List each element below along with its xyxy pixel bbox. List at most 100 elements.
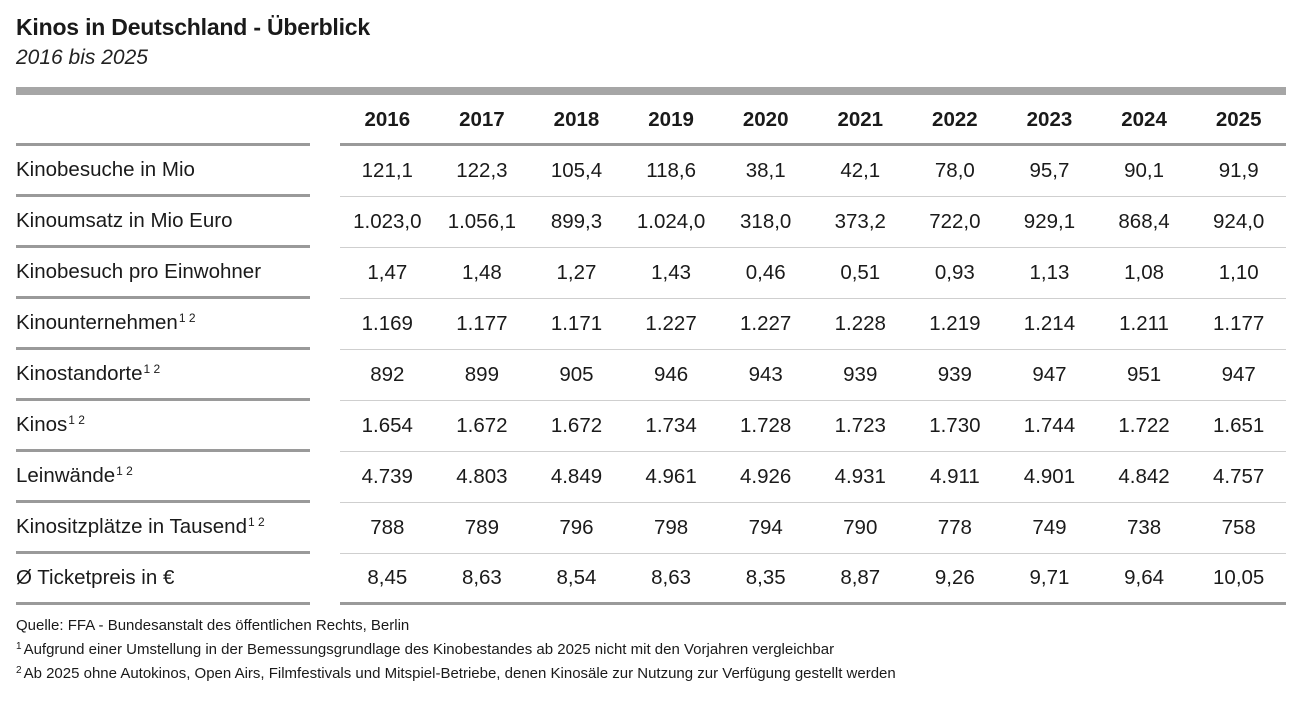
table-cell: 1,10	[1191, 248, 1286, 299]
table-cell: 4.911	[907, 452, 1003, 503]
column-header-2016: 2016	[340, 97, 435, 146]
table-cell: 38,1	[718, 146, 813, 197]
table-cell: 0,46	[718, 248, 813, 299]
table-cell: 738	[1096, 503, 1192, 554]
table-cell: 8,54	[529, 554, 624, 605]
table-cell: 8,35	[718, 554, 813, 605]
column-header-2017: 2017	[434, 97, 530, 146]
row-label: Kinostandorte1 2	[16, 350, 310, 401]
table-row: Kinobesuch pro Einwohner 1,47 1,48 1,27 1,43…	[16, 248, 1286, 299]
column-header-2022: 2022	[907, 97, 1003, 146]
table-cell: 122,3	[434, 146, 530, 197]
table-cell: 8,45	[340, 554, 435, 605]
column-header-2019: 2019	[623, 97, 719, 146]
table-cell: 1,47	[340, 248, 435, 299]
table-cell: 943	[718, 350, 813, 401]
data-table: 2016 2017 2018 2019 2020 2021 2022 2023 2024 2025…	[16, 97, 1286, 605]
table-cell: 868,4	[1096, 197, 1192, 248]
table-cell: 1.654	[340, 401, 435, 452]
table-cell: 1.056,1	[434, 197, 530, 248]
table-cell: 1.211	[1096, 299, 1192, 350]
row-label: Kinositzplätze in Tausend1 2	[16, 503, 310, 554]
row-label: Ø Ticketpreis in €	[16, 554, 310, 605]
table-cell: 1,08	[1096, 248, 1192, 299]
table-cell: 1.023,0	[340, 197, 435, 248]
table-cell: 924,0	[1191, 197, 1286, 248]
row-label-text: Kinobesuch pro Einwohner	[16, 260, 262, 283]
table-cell: 1.651	[1191, 401, 1286, 452]
table-cell: 929,1	[1002, 197, 1097, 248]
table-cell: 4.803	[434, 452, 530, 503]
table-cell: 105,4	[529, 146, 624, 197]
chart-subtitle: 2016 bis 2025	[16, 46, 148, 69]
table-cell: 8,87	[812, 554, 908, 605]
table-cell: 0,93	[907, 248, 1003, 299]
column-header-2020: 2020	[718, 97, 813, 146]
table-cell: 1.214	[1002, 299, 1097, 350]
table-cell: 1.171	[529, 299, 624, 350]
table-cell: 1.219	[907, 299, 1003, 350]
table-cell: 4.757	[1191, 452, 1286, 503]
table-row: Kinounternehmen1 2 1.169 1.177 1.171 1.227 1.…	[16, 299, 1286, 350]
row-label-header	[16, 97, 310, 146]
table-cell: 9,71	[1002, 554, 1097, 605]
table-cell: 1.730	[907, 401, 1003, 452]
footnote-1-text: Aufgrund einer Umstellung in der Bemessu…	[23, 641, 835, 658]
source-note: Quelle: FFA - Bundesanstalt des öffentli…	[16, 617, 410, 634]
table-cell: 78,0	[907, 146, 1003, 197]
row-label-text: Leinwände	[16, 464, 116, 487]
row-label-text: Kinobesuche in Mio	[16, 158, 195, 181]
table-cell: 939	[812, 350, 908, 401]
row-label: Kinobesuch pro Einwohner	[16, 248, 310, 299]
table-cell: 1,13	[1002, 248, 1097, 299]
table-cell: 1,27	[529, 248, 624, 299]
table-cell: 1.024,0	[623, 197, 719, 248]
table-cell: 899,3	[529, 197, 624, 248]
footnote-2-mark: 2	[16, 665, 22, 676]
footnote-marker: 1 2	[247, 515, 265, 529]
table-cell: 8,63	[623, 554, 719, 605]
table-cell: 4.842	[1096, 452, 1192, 503]
footnote-2: 2 Ab 2025 ohne Autokinos, Open Airs, Film…	[16, 660, 896, 684]
table-cell: 95,7	[1002, 146, 1097, 197]
table-row: Kinostandorte1 2 892 899 905 946 943 939 939 947…	[16, 350, 1286, 401]
chart-title: Kinos in Deutschland - Überblick	[16, 14, 370, 40]
gap-cell	[310, 146, 340, 197]
table-cell: 373,2	[812, 197, 908, 248]
column-header-2025: 2025	[1191, 97, 1286, 146]
table-row: Ø Ticketpreis in €8,45 8,63 8,54 8,63 8,35 8,…	[16, 554, 1286, 605]
table-cell: 9,64	[1096, 554, 1192, 605]
footnote-2-text: Ab 2025 ohne Autokinos, Open Airs, Filmf…	[23, 665, 896, 682]
gap-cell	[310, 248, 340, 299]
table-cell: 4.849	[529, 452, 624, 503]
column-header-2024: 2024	[1096, 97, 1192, 146]
table-cell: 749	[1002, 503, 1097, 554]
table-cell: 758	[1191, 503, 1286, 554]
table-body: Kinobesuche in Mio 121,1 122,3 105,4 118,6 38…	[16, 146, 1286, 605]
row-label: Kinobesuche in Mio	[16, 146, 310, 197]
table-cell: 789	[434, 503, 530, 554]
table-cell: 1.672	[434, 401, 530, 452]
table-cell: 1.227	[718, 299, 813, 350]
table-cell: 121,1	[340, 146, 435, 197]
table-cell: 90,1	[1096, 146, 1192, 197]
footnote-1: 1 Aufgrund einer Umstellung in der Bemess…	[16, 636, 896, 660]
table-cell: 892	[340, 350, 435, 401]
table-cell: 788	[340, 503, 435, 554]
footnote-1-mark: 1	[16, 641, 22, 652]
footnote-marker: 1 2	[143, 362, 161, 376]
table-cell: 1.734	[623, 401, 719, 452]
table-cell: 8,63	[434, 554, 530, 605]
table-row: Kinos1 2 1.654 1.672 1.672 1.734 1.728 1.723 1.…	[16, 401, 1286, 452]
table-cell: 947	[1191, 350, 1286, 401]
gap-cell	[310, 554, 340, 605]
row-label-text: Kinoumsatz in Mio Euro	[16, 209, 233, 232]
table-cell: 946	[623, 350, 719, 401]
column-header-2023: 2023	[1002, 97, 1097, 146]
table-cell: 778	[907, 503, 1003, 554]
table-cell: 1.672	[529, 401, 624, 452]
footnotes: Quelle: FFA - Bundesanstalt des öffentli…	[16, 615, 896, 684]
table-cell: 1.722	[1096, 401, 1192, 452]
table-cell: 42,1	[812, 146, 908, 197]
table-cell: 1.228	[812, 299, 908, 350]
